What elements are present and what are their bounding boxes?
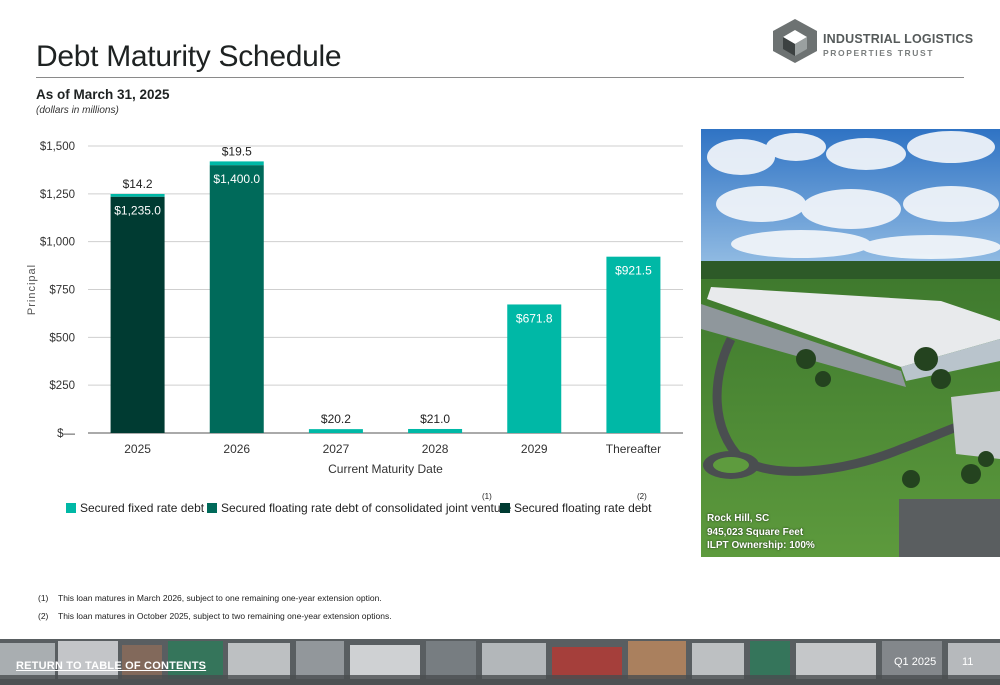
y-tick-label: $1,000: [40, 237, 75, 249]
logo-cube-icon: [773, 19, 817, 63]
data-label-inside: $1,400.0: [213, 172, 260, 186]
return-to-contents-link[interactable]: RETURN TO TABLE OF CONTENTS: [16, 660, 207, 672]
bar-2025-series-2: [110, 196, 165, 433]
footnote-2: (2) This loan matures in October 2025, su…: [38, 611, 392, 621]
x-tick-label: 2028: [422, 442, 449, 456]
bar-2028-series-0: [408, 428, 463, 433]
as-of-date: As of March 31, 2025: [36, 87, 170, 102]
legend-footnote-ref-1: (1): [482, 492, 492, 501]
data-label-top: $21.0: [420, 412, 450, 426]
logo-name-line1: INDUSTRIAL LOGISTICS: [823, 32, 974, 46]
footer-quarter: Q1 2025: [894, 656, 937, 668]
bar-2027-series-0: [308, 429, 363, 433]
legend-label-floating: Secured floating rate debt: [514, 501, 652, 515]
legend-item-jv-floating: Secured floating rate debt of consolidat…: [207, 501, 511, 515]
property-aerial-photo: [701, 129, 1000, 557]
footnote-2-text: This loan matures in October 2025, subje…: [58, 611, 392, 621]
data-label-top: $20.2: [321, 412, 351, 426]
bar-2025-series-0: [110, 193, 165, 197]
x-tick-label: 2029: [521, 442, 548, 456]
y-tick-label: $1,500: [40, 141, 75, 153]
data-label-top: $19.5: [222, 144, 252, 158]
bar-thereafter-series-0: [606, 256, 661, 433]
footnote-1: (1) This loan matures in March 2026, subj…: [38, 593, 392, 603]
page-title: Debt Maturity Schedule: [36, 40, 342, 73]
footnote-1-number: (1): [38, 593, 49, 603]
x-tick-label: 2026: [223, 442, 250, 456]
x-axis-label: Current Maturity Date: [328, 462, 443, 476]
units-note: (dollars in millions): [36, 105, 119, 116]
bar-2026-series-0: [209, 161, 264, 166]
caption-location: Rock Hill, SC: [707, 513, 770, 524]
data-label-inside: $671.8: [516, 311, 553, 325]
y-axis-label: Principal: [26, 264, 38, 315]
company-logo: INDUSTRIAL LOGISTICS PROPERTIES TRUST: [772, 18, 974, 68]
legend-footnote-ref-2: (2): [637, 492, 647, 501]
legend-label-jv-floating: Secured floating rate debt of consolidat…: [221, 501, 512, 515]
bar-2026-series-1: [209, 165, 264, 433]
legend-swatch-floating: [500, 503, 510, 513]
y-tick-label: $1,250: [40, 189, 75, 201]
footer-banner: RETURN TO TABLE OF CONTENTS Q1 2025 11: [0, 639, 1000, 685]
data-label-inside: $1,235.0: [114, 204, 161, 218]
x-tick-label: Thereafter: [606, 442, 661, 456]
caption-ownership: ILPT Ownership: 100%: [707, 540, 815, 551]
legend-label-fixed: Secured fixed rate debt: [80, 501, 205, 515]
footer-trucks-image: [0, 639, 1000, 685]
y-tick-label: $250: [49, 380, 75, 392]
data-label-top: $14.2: [123, 177, 153, 191]
bar-2029-series-0: [507, 304, 562, 433]
legend-swatch-fixed: [66, 503, 76, 513]
data-label-inside: $921.5: [615, 264, 652, 278]
title-divider: [36, 77, 964, 78]
y-tick-label: $500: [49, 332, 75, 344]
page-number: 11: [962, 656, 974, 668]
x-tick-label: 2027: [323, 442, 350, 456]
chart-legend: Secured fixed rate debt Secured floating…: [66, 490, 706, 520]
caption-square-feet: 945,023 Square Feet: [707, 526, 804, 538]
x-tick-label: 2025: [124, 442, 151, 456]
y-tick-label: $—: [57, 428, 75, 440]
legend-swatch-jv-floating: [207, 503, 217, 513]
footnote-1-text: This loan matures in March 2026, subject…: [58, 593, 382, 603]
debt-maturity-bar-chart: $— $250 $500 $750 $1,000 $1,250 $1,500 Principa…: [26, 141, 683, 476]
legend-item-fixed: Secured fixed rate debt: [66, 501, 204, 515]
footnote-2-number: (2): [38, 611, 49, 621]
y-tick-label: $750: [49, 285, 75, 297]
footnotes: (1) This loan matures in March 2026, subj…: [38, 593, 392, 629]
legend-item-floating: Secured floating rate debt: [500, 501, 651, 515]
logo-name-line2: PROPERTIES TRUST: [823, 48, 935, 58]
photo-caption: Rock Hill, SC 945,023 Square Feet ILPT O…: [707, 512, 815, 553]
